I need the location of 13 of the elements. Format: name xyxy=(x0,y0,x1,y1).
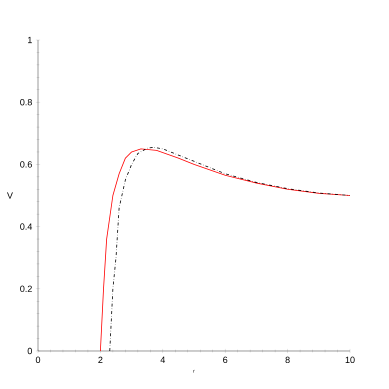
y-tick-label: 1 xyxy=(28,36,32,44)
y-axis-title: V xyxy=(7,192,13,199)
x-tick-label: 6 xyxy=(223,356,228,364)
x-tick-label: 4 xyxy=(160,356,166,363)
y-tick-label: 0 xyxy=(28,348,32,354)
y-tick-label: 0.4 xyxy=(20,223,32,230)
y-tick-label: 0.2 xyxy=(20,286,32,292)
x-tick-label: 8 xyxy=(285,356,290,364)
x-tick-label: 10 xyxy=(346,356,355,364)
x-tick-label: 0 xyxy=(36,356,40,364)
x-tick-label: 2 xyxy=(98,356,102,363)
y-tick-label: 0.6 xyxy=(20,161,32,168)
y-tick-label: 0.8 xyxy=(20,99,32,106)
